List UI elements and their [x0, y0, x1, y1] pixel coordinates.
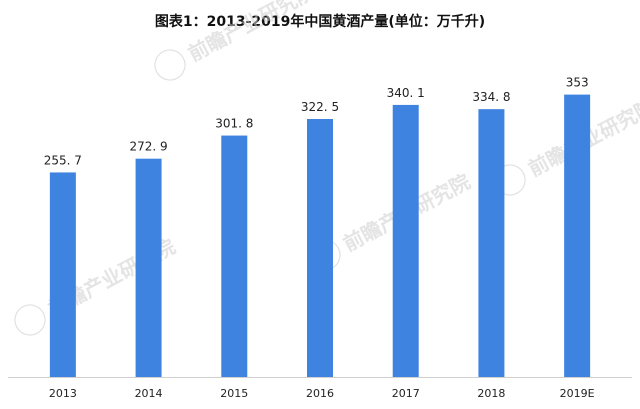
x-tick-2013: 2013 — [49, 387, 77, 400]
bar-2019E — [564, 94, 591, 377]
bar-2017 — [392, 104, 419, 378]
chart-title: 图表1：2013-2019年中国黄酒产量(单位：万千升) — [154, 14, 486, 30]
x-tick-2016: 2016 — [306, 387, 334, 400]
data-label-2013: 255. 7 — [44, 153, 82, 167]
data-label-2017: 340. 1 — [387, 86, 425, 100]
data-label-2018: 334. 8 — [472, 90, 510, 104]
bar-2014 — [135, 158, 162, 377]
bar-2016 — [307, 119, 333, 377]
x-tick-2018: 2018 — [477, 387, 505, 400]
x-tick-labels: 2013 2014 2015 2016 2017 2018 2019E — [49, 387, 595, 400]
x-tick-2015: 2015 — [220, 387, 248, 400]
data-label-2019E: 353 — [566, 76, 589, 90]
data-label-2014: 272. 9 — [129, 140, 167, 154]
bar-2018 — [478, 109, 505, 377]
bars-group: 255. 7 272. 9 301. 8 322. 5 340. 1 334. 8 353 — [44, 76, 591, 378]
x-tick-2019E: 2019E — [560, 387, 595, 400]
data-label-2016: 322. 5 — [301, 100, 339, 114]
data-label-2015: 301. 8 — [215, 117, 253, 131]
bar-2015 — [221, 135, 248, 377]
bar-2013 — [49, 172, 76, 377]
x-tick-2017: 2017 — [392, 387, 420, 400]
watermark-text: 前瞻产业研究院 — [184, 0, 319, 66]
x-tick-2014: 2014 — [135, 387, 163, 400]
